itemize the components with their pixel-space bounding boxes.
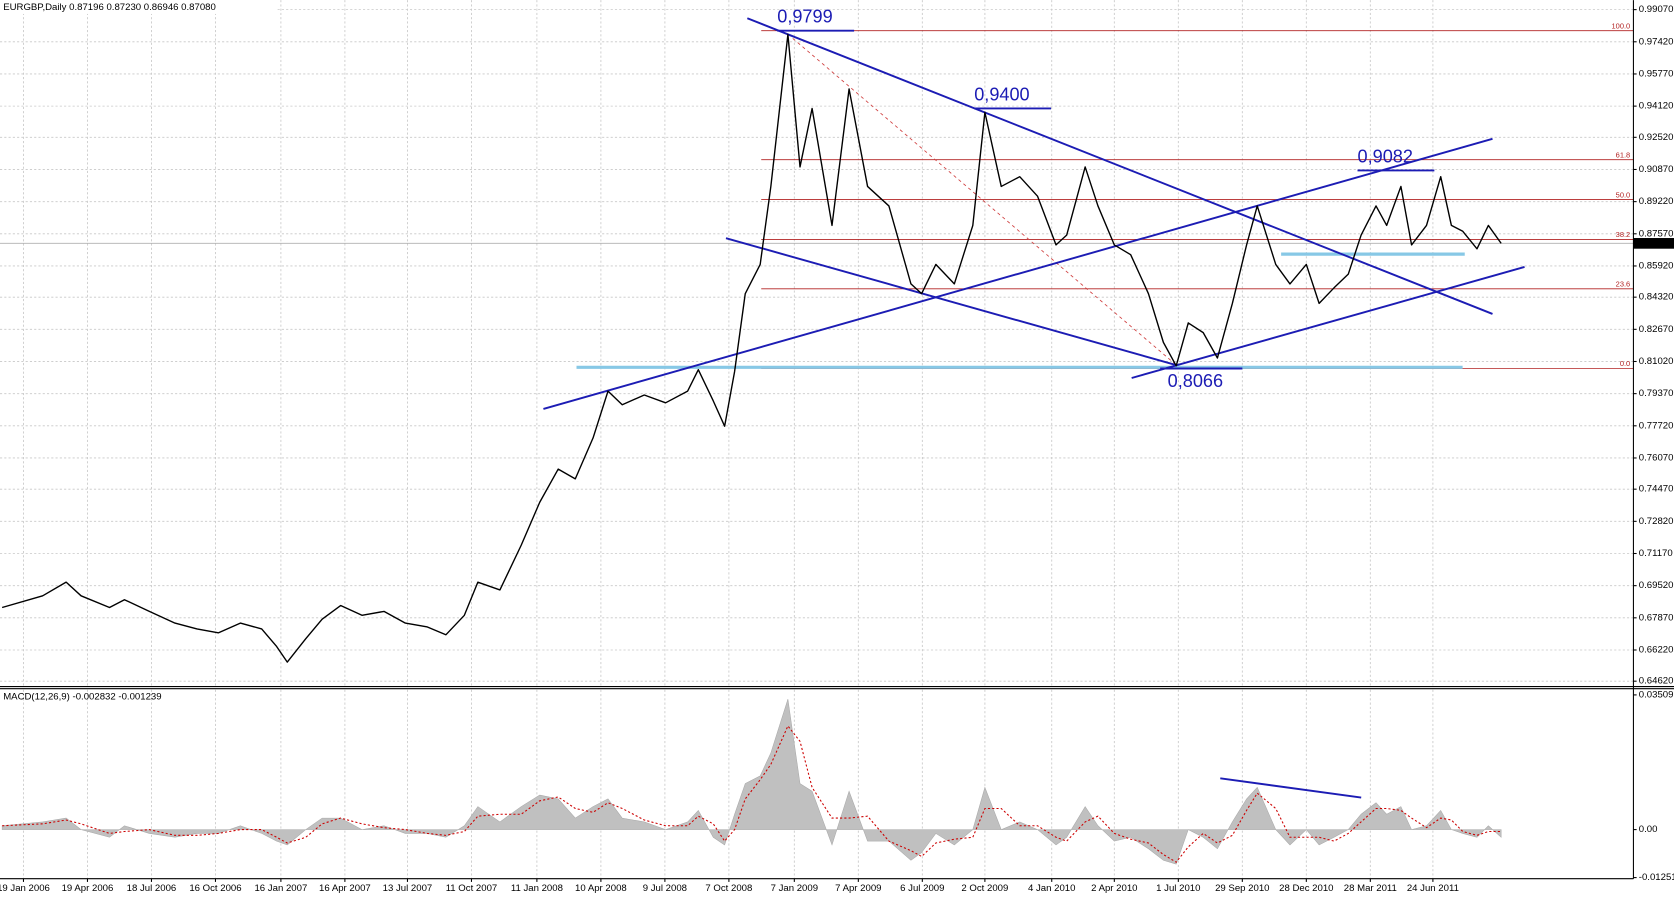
x-tick-label: 10 Apr 2008 bbox=[575, 883, 627, 894]
y-tick-label: 0.69520 bbox=[1639, 580, 1674, 591]
x-tick-label: 2 Apr 2010 bbox=[1091, 883, 1137, 894]
y-tick-label: 0.64620 bbox=[1639, 676, 1674, 687]
x-tick-label: 7 Apr 2009 bbox=[835, 883, 881, 894]
trend-line bbox=[1131, 266, 1525, 379]
y-tick-label: 0.74470 bbox=[1639, 484, 1674, 495]
y-tick-label: 0.79370 bbox=[1639, 388, 1674, 399]
y-tick-label: 0.77720 bbox=[1639, 420, 1674, 431]
fib-label: 61.8 bbox=[1616, 150, 1631, 159]
title-backdrop bbox=[0, 0, 278, 14]
x-tick-label: 28 Dec 2010 bbox=[1279, 883, 1333, 894]
y-tick-label: 0.76070 bbox=[1639, 453, 1674, 464]
y-tick-label: 0.84320 bbox=[1639, 292, 1674, 303]
y-tick-label: 0.92520 bbox=[1639, 132, 1674, 143]
y-tick-label: 0.95770 bbox=[1639, 68, 1674, 79]
trend-line bbox=[746, 17, 1493, 315]
fib-label: 0.0 bbox=[1620, 359, 1630, 368]
x-tick-label: 16 Oct 2006 bbox=[189, 883, 241, 894]
annotation-label: 0,9799 bbox=[777, 7, 832, 27]
x-tick-label: 1 Jul 2010 bbox=[1156, 883, 1200, 894]
x-tick-label: 7 Jan 2009 bbox=[771, 883, 818, 894]
y-tick-label: 0.035097 bbox=[1639, 689, 1674, 700]
x-tick-label: 13 Jul 2007 bbox=[383, 883, 433, 894]
fib-label: 23.6 bbox=[1616, 279, 1631, 288]
y-tick-label: 0.72820 bbox=[1639, 516, 1674, 527]
last-price-label: 0.87080 bbox=[1638, 238, 1673, 249]
fib-diagonal bbox=[787, 33, 1177, 366]
y-tick-label: 0.67870 bbox=[1639, 612, 1674, 623]
y-tick-label: -0.01251 bbox=[1639, 872, 1674, 883]
frame bbox=[0, 0, 1674, 880]
fib-label: 100.0 bbox=[1612, 21, 1631, 30]
x-tick-label: 19 Jan 2006 bbox=[0, 883, 50, 894]
x-tick-label: 24 Jun 2011 bbox=[1407, 883, 1459, 894]
fib-label: 38.2 bbox=[1616, 230, 1631, 239]
last-price-tag bbox=[1633, 238, 1674, 249]
trend-line bbox=[543, 137, 1493, 410]
y-tick-label: 0.85920 bbox=[1639, 260, 1674, 271]
y-tick-label: 0.00 bbox=[1639, 824, 1658, 835]
y-tick-label: 0.89220 bbox=[1639, 196, 1674, 207]
y-tick-label: 0.97420 bbox=[1639, 36, 1674, 47]
trend-line bbox=[725, 237, 1177, 367]
x-tick-label: 6 Jul 2009 bbox=[900, 883, 944, 894]
x-tick-label: 11 Oct 2007 bbox=[446, 883, 498, 894]
x-tick-label: 9 Jul 2008 bbox=[643, 883, 687, 894]
y-tick-label: 0.87570 bbox=[1639, 228, 1674, 239]
fibonacci-layer: 100.0 61.8 50.0 38.2 23.6 0.0 bbox=[761, 21, 1634, 369]
drawn-objects bbox=[543, 17, 1525, 799]
trend-line bbox=[1220, 777, 1362, 799]
fib-label: 50.0 bbox=[1616, 190, 1631, 199]
y-tick-label: 0.99070 bbox=[1639, 4, 1674, 15]
macd-signal bbox=[2, 724, 1502, 863]
x-tick-label: 11 Jan 2008 bbox=[511, 883, 563, 894]
chart-title: EURGBP,Daily 0.87196 0.87230 0.86946 0.8… bbox=[3, 2, 216, 13]
annotation-label: 0,9082 bbox=[1358, 146, 1413, 166]
x-tick-label: 7 Oct 2008 bbox=[705, 883, 752, 894]
x-tick-label: 4 Jan 2010 bbox=[1028, 883, 1075, 894]
x-tick-label: 19 Apr 2006 bbox=[62, 883, 114, 894]
annotation-label: 0,9400 bbox=[974, 84, 1029, 104]
x-tick-label: 28 Mar 2011 bbox=[1344, 883, 1397, 894]
x-tick-label: 2 Oct 2009 bbox=[961, 883, 1008, 894]
y-tick-label: 0.66220 bbox=[1639, 645, 1674, 656]
indicator-title: MACD(12,26,9) -0.002832 -0.001239 bbox=[3, 692, 161, 703]
y-tick-label: 0.94120 bbox=[1639, 101, 1674, 112]
price-line bbox=[1, 33, 1502, 663]
x-tick-label: 16 Apr 2007 bbox=[319, 883, 371, 894]
x-tick-label: 29 Sep 2010 bbox=[1215, 883, 1269, 894]
data-layer bbox=[1, 33, 1502, 865]
y-tick-label: 0.82670 bbox=[1639, 324, 1674, 335]
y-tick-label: 0.81020 bbox=[1639, 356, 1674, 367]
x-tick-label: 18 Jul 2006 bbox=[127, 883, 177, 894]
x-tick-label: 16 Jan 2007 bbox=[254, 883, 307, 894]
y-tick-label: 0.71170 bbox=[1639, 548, 1673, 559]
annotation-label: 0,8066 bbox=[1168, 371, 1223, 391]
y-tick-label: 0.90870 bbox=[1639, 164, 1674, 175]
